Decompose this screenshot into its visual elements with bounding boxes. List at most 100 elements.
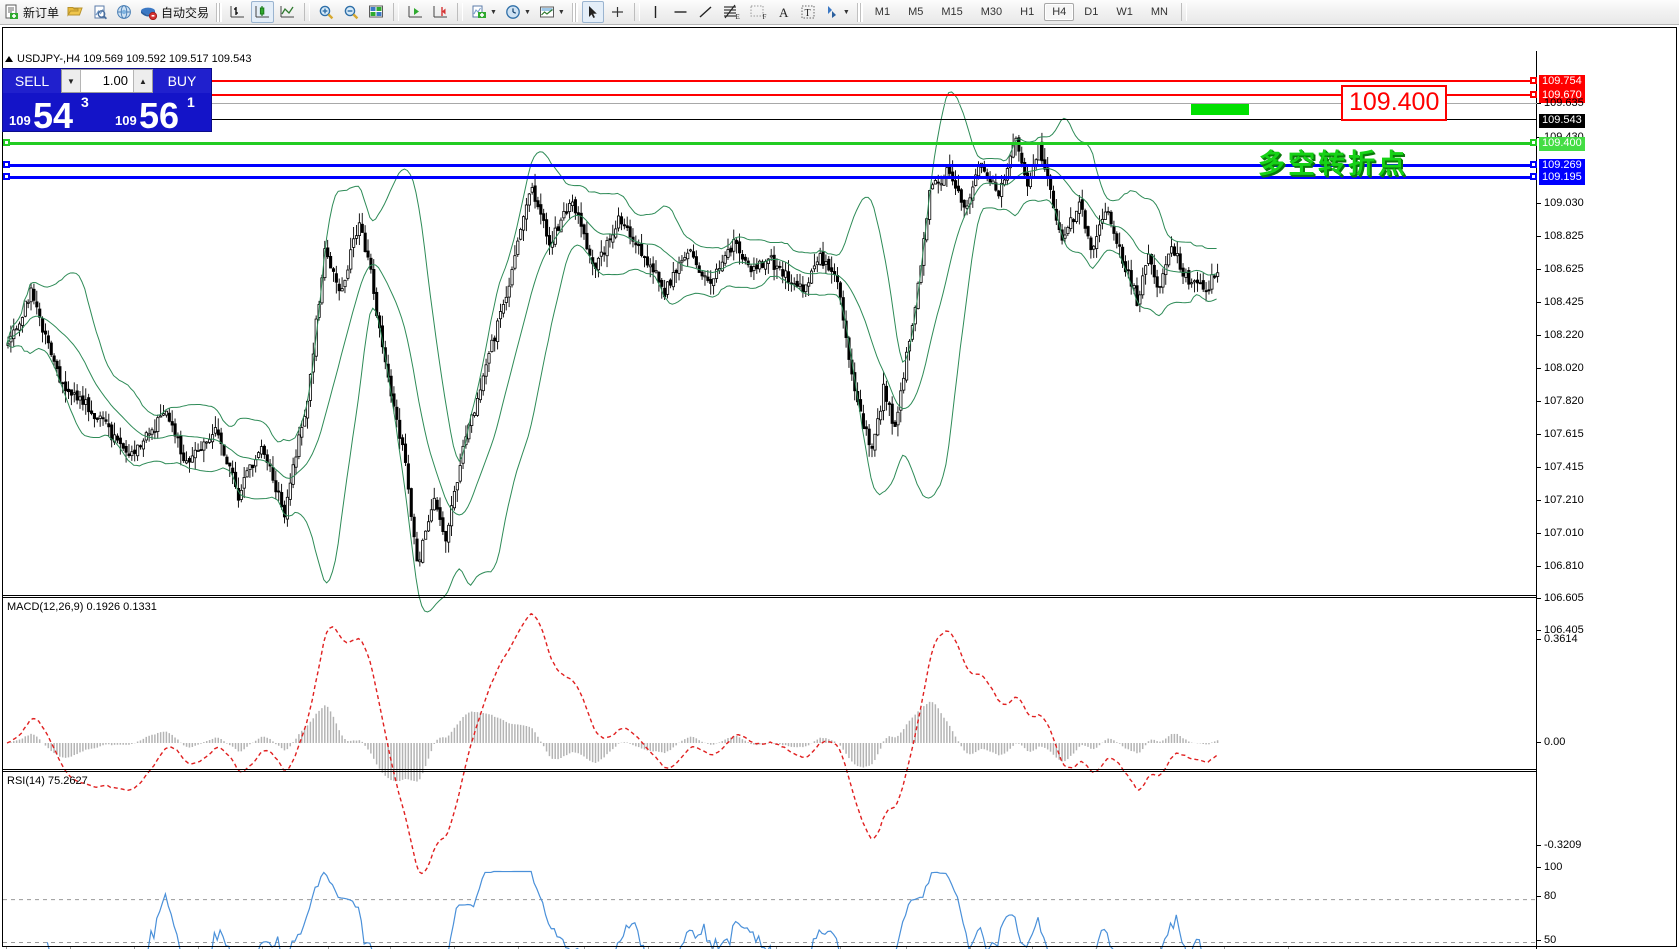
volume-increase-icon[interactable]: ▲ xyxy=(133,70,152,92)
toolbar-grip[interactable] xyxy=(216,2,223,22)
macd-indicator-label[interactable]: MACD(12,26,9) 0.1926 0.1331 xyxy=(7,601,157,613)
bid-price-display[interactable]: 109 54 3 xyxy=(3,93,103,131)
chart-canvas[interactable] xyxy=(3,51,1537,949)
toolbar-grip-3[interactable] xyxy=(856,2,863,22)
price-level-label-black[interactable]: 109.543 xyxy=(1539,114,1585,128)
folder-button[interactable] xyxy=(64,1,87,23)
toolbar-separator-5 xyxy=(1180,3,1187,21)
candlestick-chart-button[interactable] xyxy=(251,1,275,23)
new-order-button[interactable]: 新订单 xyxy=(1,1,62,23)
text-label-button[interactable]: T xyxy=(797,1,819,23)
price-tick-label: 108.425 xyxy=(1537,296,1584,308)
timeframe-button-m5[interactable]: M5 xyxy=(908,6,924,18)
level-line-handle[interactable] xyxy=(1530,161,1537,168)
shift-to-start-button[interactable] xyxy=(404,1,427,23)
level-line-handle[interactable] xyxy=(1530,77,1537,84)
shapes-button[interactable]: ▼ xyxy=(821,1,853,23)
toolbar-grip-2[interactable] xyxy=(571,2,578,22)
chevron-down-icon[interactable]: ▼ xyxy=(490,8,497,16)
templates-button[interactable]: ▼ xyxy=(536,1,568,23)
timeframe-button-m15[interactable]: M15 xyxy=(941,6,963,18)
chart-area[interactable]: USDJPY-,H4 109.569 109.592 109.517 109.5… xyxy=(0,25,1679,949)
level-line-handle[interactable] xyxy=(1530,91,1537,98)
level-line-handle[interactable] xyxy=(3,173,10,180)
one-click-trading-panel[interactable]: SELL ▼ 1.00 ▲ BUY 109 54 3 109 56 1 xyxy=(3,69,211,131)
new-order-label: 新订单 xyxy=(23,5,60,20)
horizontal-line-button[interactable] xyxy=(669,1,692,23)
time-axis-separator xyxy=(712,947,713,949)
chevron-down-icon-2[interactable]: ▼ xyxy=(523,8,531,16)
print-preview-button[interactable] xyxy=(89,1,111,23)
chevron-down-icon-3[interactable]: ▼ xyxy=(557,8,565,16)
level-line[interactable] xyxy=(3,94,1537,96)
level-line-handle[interactable] xyxy=(1530,173,1537,180)
level-line-handle[interactable] xyxy=(3,161,10,168)
timeframe-button-m1[interactable]: M1 xyxy=(874,6,891,18)
rsi-scale-value: 100 xyxy=(1544,861,1563,873)
time-axis-separator xyxy=(6,947,7,949)
templates-icon xyxy=(539,6,554,18)
timeframe-button-mn[interactable]: MN xyxy=(1150,6,1168,18)
level-line-handle[interactable] xyxy=(3,139,10,146)
fibonacci-button[interactable]: E xyxy=(719,1,744,23)
cursor-tool-button[interactable] xyxy=(581,1,604,23)
tile-windows-button[interactable] xyxy=(365,1,388,23)
time-axis-separator xyxy=(906,947,907,949)
level-line[interactable] xyxy=(3,119,1537,120)
volume-stepper[interactable]: ▼ 1.00 ▲ xyxy=(61,69,153,93)
price-level-label-red[interactable]: 109.754 xyxy=(1539,75,1585,89)
shift-to-end-button[interactable] xyxy=(429,1,452,23)
chevron-down-icon-4[interactable]: ▼ xyxy=(842,8,850,16)
level-line[interactable] xyxy=(3,80,1537,82)
indicators-button[interactable]: ▼ xyxy=(468,1,500,23)
price-tag-annotation[interactable]: 109.400 xyxy=(1341,85,1448,121)
buy-button[interactable]: BUY xyxy=(153,69,211,93)
level-line[interactable] xyxy=(3,142,1537,145)
price-scale[interactable]: 109.754109.670109.635109.543109.430109.4… xyxy=(1537,51,1677,949)
rsi-indicator-label[interactable]: RSI(14) 75.2627 xyxy=(7,775,88,787)
toolbar-separator-3 xyxy=(457,3,464,21)
zoom-in-button[interactable] xyxy=(315,1,338,23)
text-button[interactable]: A xyxy=(773,1,795,23)
price-level-label-green[interactable]: 109.400 xyxy=(1539,137,1585,151)
macd-scale-value: -0.3209 xyxy=(1544,839,1582,851)
time-axis-line xyxy=(3,946,1537,947)
crosshair-tool-button[interactable] xyxy=(606,1,629,23)
ask-main: 56 xyxy=(139,95,180,131)
trendline-button[interactable] xyxy=(694,1,717,23)
price-level-label-blue[interactable]: 109.269 xyxy=(1539,159,1585,173)
price-level-label-red[interactable]: 109.670 xyxy=(1539,89,1585,103)
globe-button[interactable] xyxy=(113,1,135,23)
fibonacci-f-button[interactable]: F xyxy=(746,1,771,23)
timeframe-button-m30[interactable]: M30 xyxy=(980,6,1003,18)
price-level-label-blue[interactable]: 109.195 xyxy=(1539,171,1585,185)
candlestick-icon xyxy=(255,6,270,18)
symbol-info-bar: USDJPY-,H4 109.569 109.592 109.517 109.5… xyxy=(3,53,1536,66)
print-preview-icon xyxy=(94,5,108,20)
level-line[interactable] xyxy=(3,176,1537,179)
cursor-icon xyxy=(589,6,598,18)
price-tick-label: 108.220 xyxy=(1537,329,1584,341)
timeframe-button-h1[interactable]: H1 xyxy=(1020,6,1035,18)
autotrade-button[interactable]: 自动交易 xyxy=(137,1,212,23)
timeframe-button-d1[interactable]: D1 xyxy=(1084,6,1099,18)
sell-button[interactable]: SELL xyxy=(3,69,61,93)
level-line[interactable] xyxy=(3,164,1537,167)
vertical-line-button[interactable] xyxy=(645,1,667,23)
chinese-note-annotation[interactable]: 多空转折点 xyxy=(1258,149,1408,180)
zoom-out-button[interactable] xyxy=(340,1,363,23)
timeframe-button-h4[interactable]: H4 xyxy=(1044,3,1075,21)
volume-decrease-icon[interactable]: ▼ xyxy=(62,70,81,92)
line-chart-button[interactable] xyxy=(276,1,299,23)
bar-chart-button[interactable] xyxy=(226,1,249,23)
rsi-scale-label: 100 xyxy=(1537,861,1562,873)
volume-input[interactable]: 1.00 xyxy=(81,70,133,92)
time-axis-separator xyxy=(134,947,135,949)
ask-price-display[interactable]: 109 56 1 xyxy=(109,93,209,131)
timeframe-button-w1[interactable]: W1 xyxy=(1116,6,1133,18)
level-line[interactable] xyxy=(3,103,1537,104)
level-line-handle[interactable] xyxy=(1530,139,1537,146)
green-highlight-block[interactable] xyxy=(1191,104,1249,115)
period-button[interactable]: ▼ xyxy=(502,1,534,23)
crosshair-icon xyxy=(611,7,623,17)
